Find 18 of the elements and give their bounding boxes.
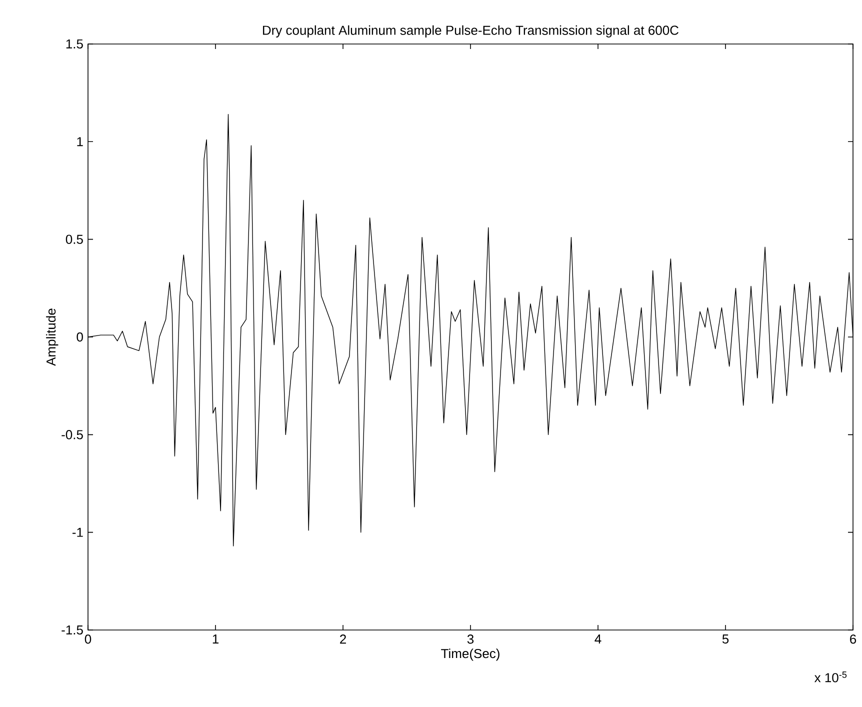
y-tick-label: -1 [72,528,83,537]
y-tick-label: 1 [77,137,83,146]
x-tick-label: 1 [212,634,218,644]
x-tick-label: 2 [340,634,346,644]
x-tick-label: 3 [467,634,474,644]
y-tick-label: 1.5 [66,39,83,49]
y-tick-label: -1.5 [62,625,83,635]
x-tick-label: 0 [84,634,92,644]
text: x 10$^{-5}$ [814,672,847,682]
x-tick-label: 6 [850,634,856,644]
y-tick-label: 0.5 [66,234,83,244]
x-axis-title: Time(Sec) [441,648,500,661]
x-tick-label: 4 [594,634,602,644]
chart-title: Dry couplant Aluminum sample Pulse-Echo Transmission signal at 600C [262,25,678,38]
y-axis-title: Amplitude [46,308,58,366]
y-tick-label: 0 [76,332,83,342]
x-tick-label: 5 [722,634,729,644]
y-tick-label: -0.5 [62,430,83,440]
